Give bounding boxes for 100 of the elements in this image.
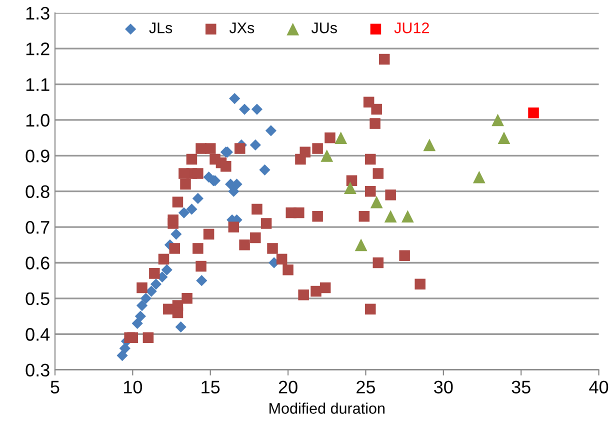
point [229, 93, 240, 104]
point [150, 278, 162, 290]
y-tick-label: 0.4 [26, 328, 50, 341]
point [334, 132, 348, 144]
point [175, 321, 186, 333]
x-axis-title: Modified duration [270, 402, 384, 414]
point [228, 186, 240, 197]
point [294, 207, 304, 218]
legend-label: JLs [149, 22, 172, 34]
y-tick-label: 0.5 [26, 292, 50, 306]
point [220, 160, 232, 172]
point [259, 164, 270, 176]
point [140, 292, 152, 304]
point [134, 310, 146, 322]
point [186, 204, 198, 215]
point [196, 275, 208, 286]
point [276, 254, 288, 265]
y-tick-label: 0.7 [26, 220, 50, 234]
point [344, 182, 356, 194]
point [192, 168, 204, 179]
point [370, 118, 380, 129]
y-tick-label: 0.6 [26, 256, 50, 270]
y-tick-label: 0.9 [26, 150, 50, 162]
legend-label: JUs [311, 22, 337, 34]
point [365, 154, 376, 165]
x-tick-label: 40 [589, 380, 608, 394]
point [172, 196, 184, 208]
point [472, 170, 486, 184]
point [372, 257, 384, 268]
point [252, 204, 262, 215]
point [250, 139, 261, 151]
point [192, 192, 204, 204]
point [423, 138, 436, 152]
point [267, 243, 278, 254]
point [528, 107, 539, 118]
x-tick-label: 30 [434, 380, 453, 394]
point [228, 222, 240, 232]
point [282, 264, 294, 276]
point [312, 143, 323, 154]
legend-label: JU12 [394, 22, 429, 34]
x-tick-label: 10 [124, 380, 142, 394]
x-tick-label: 15 [202, 380, 220, 394]
point [372, 168, 384, 179]
point [251, 104, 263, 115]
y-tick-label: 0.8 [26, 185, 50, 198]
point [234, 143, 246, 154]
point [192, 243, 204, 254]
point [310, 286, 322, 297]
point [384, 210, 397, 223]
x-tick-label: 5 [50, 380, 60, 394]
point [370, 196, 383, 208]
point [169, 243, 180, 254]
point [178, 168, 190, 179]
point [178, 207, 190, 218]
point [320, 282, 331, 294]
point [170, 228, 182, 240]
y-tick-label: 1.1 [26, 78, 50, 91]
y-tick-label: 1.3 [26, 6, 50, 20]
point [142, 332, 154, 344]
point [158, 254, 170, 265]
point [385, 190, 396, 200]
point [498, 132, 510, 144]
point [320, 149, 334, 162]
point [239, 240, 250, 250]
point [298, 289, 309, 300]
point [238, 104, 250, 115]
point [168, 214, 178, 226]
point [250, 232, 261, 244]
y-tick-label: 1.2 [26, 42, 50, 56]
point [265, 125, 277, 136]
point [312, 210, 323, 222]
x-tick-label: 35 [512, 380, 530, 394]
point [182, 293, 192, 304]
point [203, 228, 214, 240]
point [132, 318, 143, 329]
point [204, 143, 216, 154]
point [399, 250, 410, 261]
point [127, 332, 138, 344]
point [378, 54, 390, 65]
point [136, 282, 148, 294]
point [146, 286, 157, 297]
point [371, 104, 382, 115]
point [180, 178, 191, 190]
point [196, 260, 206, 272]
point [365, 304, 376, 315]
point [414, 278, 426, 290]
legend-label: JXs [229, 22, 254, 34]
point [149, 268, 160, 279]
point [358, 210, 370, 222]
y-tick-label: 0.3 [26, 364, 50, 377]
point [324, 132, 336, 144]
point [136, 300, 148, 312]
point [354, 238, 368, 252]
point [365, 186, 376, 197]
point [492, 114, 504, 126]
x-tick-label: 20 [278, 380, 298, 394]
point [172, 307, 184, 318]
point [260, 218, 272, 229]
point [116, 350, 128, 362]
point [401, 210, 414, 223]
